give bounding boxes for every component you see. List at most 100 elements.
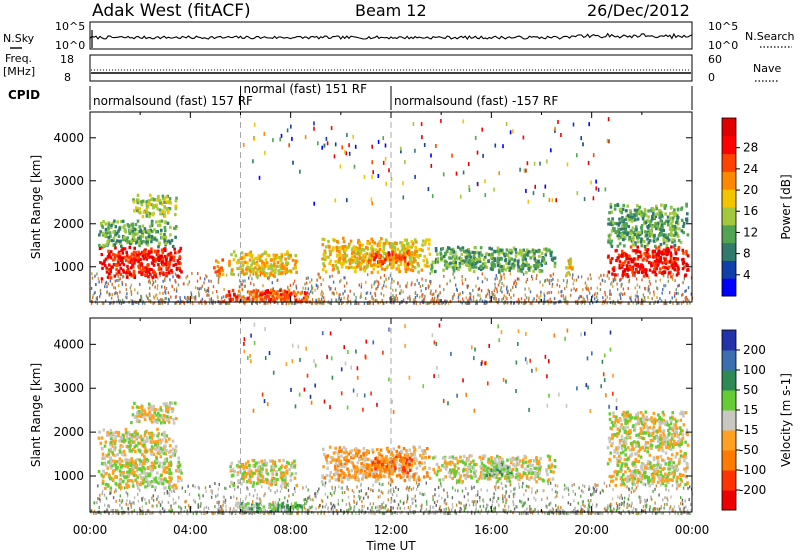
colorbar-label: Power [dB] xyxy=(779,174,793,239)
colorbar-swatch xyxy=(722,278,736,297)
colorbar-swatch xyxy=(722,171,736,190)
beam-label: Beam 12 xyxy=(355,1,427,20)
colorbar-tick-label: 28 xyxy=(743,141,758,155)
nave-min: 0 xyxy=(708,71,715,84)
nsearch-label: N.Search xyxy=(745,30,795,43)
colorbar-swatch xyxy=(722,242,736,261)
y-tick-label: 2000 xyxy=(53,425,84,439)
freq-unit: [MHz] xyxy=(3,65,35,78)
cpid-segment-label: normalsound (fast) 157 RF xyxy=(93,94,253,108)
echo-region xyxy=(132,193,178,219)
colorbar-tick-label: 16 xyxy=(743,204,758,218)
colorbar-tick-label: 50 xyxy=(743,383,758,397)
x-tick-label: 04:00 xyxy=(173,523,208,537)
nsky-min: 10^0 xyxy=(55,39,85,52)
colorbar-swatch xyxy=(722,430,736,451)
echo-region xyxy=(606,245,690,279)
x-tick-label: 20:00 xyxy=(574,523,609,537)
colorbar-tick-label: 20 xyxy=(743,183,758,197)
y-tick-label: 4000 xyxy=(53,337,84,351)
power-panel: 1000 2000 3000 4000 Slant Range [km] 4 8 12 16 20… xyxy=(29,111,793,305)
nsky-panel xyxy=(89,21,693,50)
echo-region xyxy=(98,219,178,249)
cpid-label: CPID xyxy=(8,88,40,102)
colorbar-swatch xyxy=(722,410,736,431)
x-tick-label: 00:00 xyxy=(675,523,710,537)
colorbar-tick-label: 100 xyxy=(743,363,766,377)
date-label: 26/Dec/2012 xyxy=(587,1,690,20)
nsearch-min: 10^0 xyxy=(708,39,738,52)
echo-region xyxy=(366,454,413,475)
freq-label: Freq. xyxy=(5,52,32,65)
echo-region xyxy=(213,258,225,278)
colorbar-tick-label: -50 xyxy=(739,443,759,457)
colorbar-tick-label: -200 xyxy=(739,483,766,497)
y-axis-label: Slant Range [km] xyxy=(29,363,43,467)
colorbar-swatch xyxy=(722,470,736,491)
colorbar-swatch xyxy=(722,207,736,226)
colorbar-frame xyxy=(721,117,737,297)
colorbar-frame xyxy=(721,329,737,511)
colorbar-tick-label: 8 xyxy=(743,247,751,261)
echo-region xyxy=(607,202,690,249)
x-tick-label: 00:00 xyxy=(73,523,108,537)
echo-region xyxy=(430,245,557,275)
colorbar-swatch xyxy=(722,118,736,137)
freq-min: 8 xyxy=(64,71,71,84)
x-tick-label: 12:00 xyxy=(374,523,409,537)
nsearch-max: 10^5 xyxy=(708,20,738,33)
y-tick-label: 3000 xyxy=(53,174,84,188)
x-axis-label: Time UT xyxy=(365,539,416,553)
y-axis-label: Slant Range [km] xyxy=(29,155,43,259)
colorbar-swatch xyxy=(722,490,736,511)
y-tick-label: 1000 xyxy=(53,260,84,274)
freq-panel xyxy=(89,54,693,82)
echo-region xyxy=(481,463,513,480)
velocity-panel: 1000 2000 3000 4000 Slant Range [km] 00:00 04:… xyxy=(29,317,793,553)
colorbar-swatch xyxy=(722,370,736,391)
x-tick-label: 08:00 xyxy=(273,523,308,537)
echo-region xyxy=(367,249,412,266)
nsky-trace xyxy=(89,30,693,48)
echo-region xyxy=(97,454,183,490)
colorbar-tick-label: 4 xyxy=(743,268,751,282)
nsky-label: N.Sky xyxy=(3,32,35,45)
colorbar-tick-label: 200 xyxy=(743,343,766,357)
y-tick-label: 3000 xyxy=(53,381,84,395)
colorbar-swatch xyxy=(722,450,736,471)
colorbar-swatch xyxy=(722,135,736,155)
colorbar-swatch xyxy=(722,224,736,244)
echo-region xyxy=(98,245,183,281)
echo-region xyxy=(130,401,178,425)
sparse-echoes xyxy=(242,117,610,206)
nave-label: Nave xyxy=(753,62,781,75)
echo-region xyxy=(606,410,690,458)
sparse-echoes xyxy=(243,322,618,414)
y-tick-label: 1000 xyxy=(53,469,84,483)
nave-max: 60 xyxy=(708,53,722,66)
plot-title: Adak West (fitACF) xyxy=(92,1,251,21)
near-range-scatter xyxy=(90,481,694,515)
colorbar-swatch xyxy=(722,153,736,172)
colorbar-label: Velocity [m s-1] xyxy=(779,373,793,467)
y-tick-label: 2000 xyxy=(53,217,84,231)
freq-max: 18 xyxy=(60,53,74,66)
echo-region xyxy=(428,454,557,484)
y-tick-label: 4000 xyxy=(53,131,84,145)
cpid-segment-label: normal (fast) 151 RF xyxy=(244,82,368,96)
echo-region xyxy=(222,288,309,304)
cpid-segment-label: normalsound (fast) -157 RF xyxy=(394,94,558,108)
colorbar-swatch xyxy=(722,260,736,279)
colorbar-swatch xyxy=(722,189,736,208)
colorbar-tick-label: 15 xyxy=(743,403,758,417)
echo-region xyxy=(565,257,574,277)
x-tick-label: 16:00 xyxy=(474,523,509,537)
colorbar-swatch xyxy=(722,390,736,411)
colorbar-tick-label: -15 xyxy=(739,423,759,437)
colorbar-tick-label: 24 xyxy=(743,162,758,176)
colorbar-swatch xyxy=(722,330,736,351)
echo-region xyxy=(97,427,178,457)
colorbar-tick-label: -100 xyxy=(739,463,766,477)
